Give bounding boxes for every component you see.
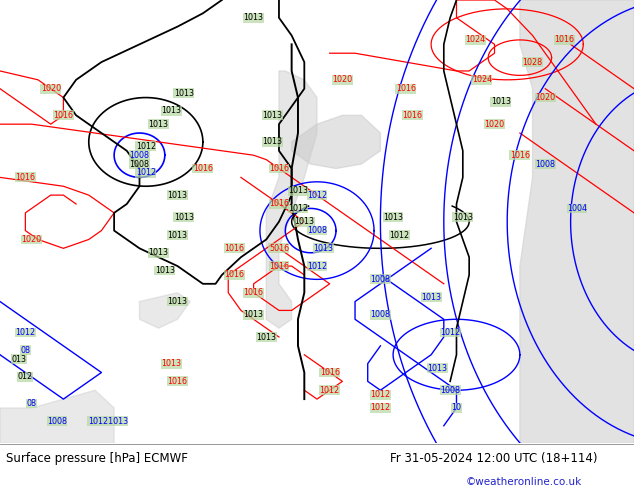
Polygon shape	[520, 0, 634, 443]
Text: 1016: 1016	[554, 35, 574, 45]
Text: 5016: 5016	[269, 244, 289, 253]
Text: 1013: 1013	[161, 106, 181, 115]
Text: 1013: 1013	[155, 266, 175, 275]
Text: 1013: 1013	[243, 13, 264, 22]
Text: 08: 08	[27, 399, 37, 408]
Polygon shape	[266, 71, 317, 328]
Text: 1013: 1013	[167, 297, 188, 306]
Text: 1012: 1012	[136, 169, 156, 177]
Text: ©weatheronline.co.uk: ©weatheronline.co.uk	[466, 477, 582, 487]
Text: 1013: 1013	[174, 213, 194, 222]
Text: 1008: 1008	[370, 275, 391, 284]
Text: 1020: 1020	[22, 235, 42, 244]
Text: 1013: 1013	[491, 98, 511, 106]
Text: 1013: 1013	[167, 191, 188, 199]
Text: 1016: 1016	[193, 164, 213, 173]
Text: 1024: 1024	[465, 35, 486, 45]
Text: 1020: 1020	[332, 75, 353, 84]
Text: 1013: 1013	[256, 333, 276, 342]
Text: 1008: 1008	[129, 151, 150, 160]
Text: 1020: 1020	[535, 93, 555, 102]
Text: 10: 10	[451, 403, 462, 413]
Text: 1013: 1013	[288, 186, 308, 195]
Text: 1013: 1013	[148, 120, 169, 129]
Text: 1016: 1016	[402, 111, 422, 120]
Text: 10121013: 10121013	[87, 417, 128, 426]
Text: 1012: 1012	[15, 328, 36, 337]
Text: 1016: 1016	[510, 151, 530, 160]
Text: 1012: 1012	[307, 191, 327, 199]
Text: 1013: 1013	[294, 217, 314, 226]
Text: 1008: 1008	[535, 160, 555, 169]
Text: 1013: 1013	[421, 293, 441, 302]
Text: 1020: 1020	[484, 120, 505, 129]
Text: 1008: 1008	[129, 160, 150, 169]
Text: 1013: 1013	[243, 310, 264, 319]
Text: 1016: 1016	[269, 262, 289, 270]
Text: 1012: 1012	[320, 386, 340, 395]
Text: 1012: 1012	[440, 328, 460, 337]
Text: 1008: 1008	[370, 310, 391, 319]
Text: 1016: 1016	[224, 270, 245, 279]
Text: 1008: 1008	[307, 226, 327, 235]
Text: 1020: 1020	[41, 84, 61, 93]
Text: 1012: 1012	[136, 142, 156, 151]
Text: 1013: 1013	[313, 244, 333, 253]
Text: 1013: 1013	[161, 359, 181, 368]
Text: 1013: 1013	[174, 89, 194, 98]
Text: Surface pressure [hPa] ECMWF: Surface pressure [hPa] ECMWF	[6, 452, 188, 465]
Text: 1012: 1012	[389, 230, 410, 240]
Text: 1013: 1013	[167, 230, 188, 240]
Text: 1016: 1016	[15, 173, 36, 182]
Polygon shape	[292, 115, 380, 169]
Text: 1013: 1013	[262, 137, 283, 147]
Text: 1012: 1012	[370, 403, 391, 413]
Text: 012: 012	[18, 372, 33, 381]
Text: 1016: 1016	[320, 368, 340, 377]
Text: 1012: 1012	[370, 390, 391, 399]
Text: 1013: 1013	[427, 364, 448, 372]
Text: 1012: 1012	[307, 262, 327, 270]
Text: 1024: 1024	[472, 75, 492, 84]
Text: 1016: 1016	[269, 164, 289, 173]
Text: 08: 08	[20, 346, 30, 355]
Text: 1008: 1008	[47, 417, 67, 426]
Text: 1028: 1028	[522, 58, 543, 67]
Polygon shape	[0, 390, 114, 443]
Text: 1004: 1004	[567, 204, 587, 213]
Polygon shape	[139, 293, 190, 328]
Text: 1013: 1013	[262, 111, 283, 120]
Text: 1016: 1016	[269, 199, 289, 208]
Text: 1008: 1008	[440, 386, 460, 395]
Text: 1016: 1016	[167, 377, 188, 386]
Text: Fr 31-05-2024 12:00 UTC (18+114): Fr 31-05-2024 12:00 UTC (18+114)	[390, 452, 597, 465]
Text: 1012: 1012	[288, 204, 308, 213]
Text: 1013: 1013	[453, 213, 473, 222]
Text: 1016: 1016	[396, 84, 416, 93]
Text: 1013: 1013	[383, 213, 403, 222]
Text: 013: 013	[11, 355, 27, 364]
Text: 1016: 1016	[243, 288, 264, 297]
Text: 1016: 1016	[224, 244, 245, 253]
Text: 1013: 1013	[148, 248, 169, 257]
Text: 1016: 1016	[53, 111, 74, 120]
